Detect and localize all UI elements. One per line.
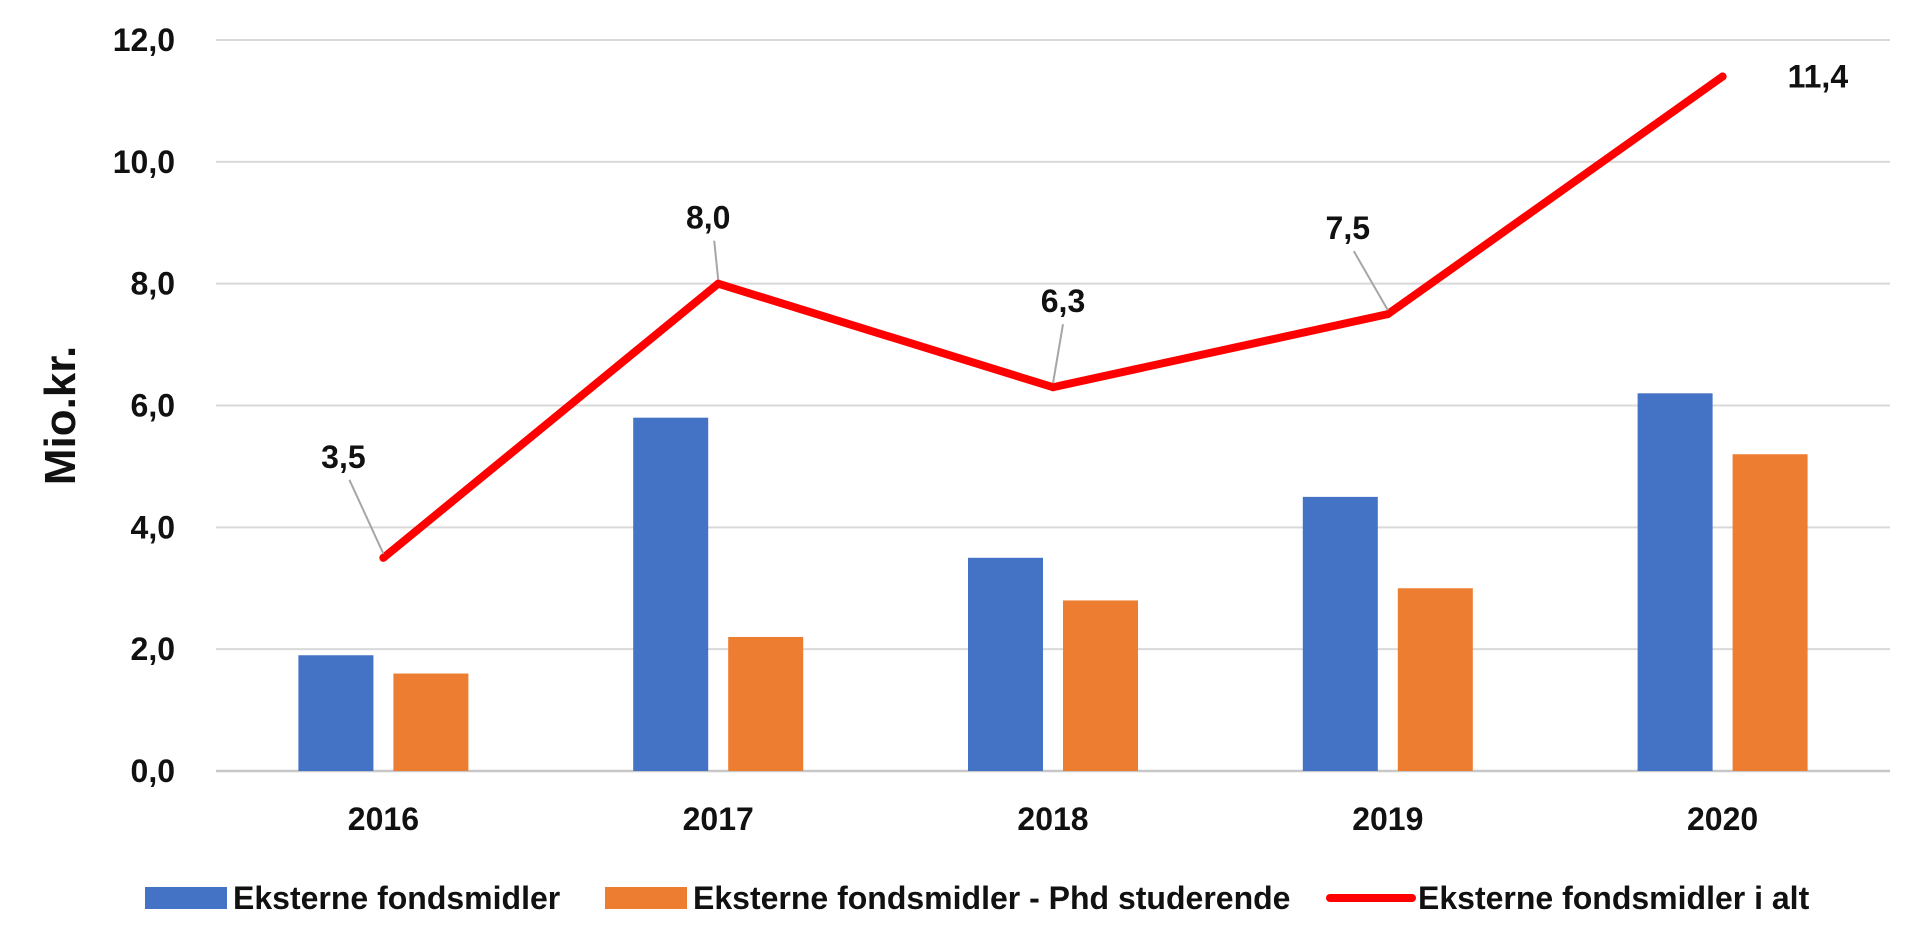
legend-label: Eksterne fondsmidler xyxy=(233,880,560,916)
y-tick-label: 0,0 xyxy=(131,753,175,789)
data-labels: 3,5 8,0 6,3 7,5 11,4 xyxy=(321,59,1849,555)
bar-eksterne-fondsmidler xyxy=(1302,496,1378,771)
y-tick-label: 8,0 xyxy=(131,266,175,302)
x-category-label: 2019 xyxy=(1352,801,1423,837)
total-line xyxy=(379,72,1727,562)
line-point xyxy=(379,553,388,562)
line-point xyxy=(1718,72,1727,81)
bar-phd-studerende xyxy=(1732,454,1808,771)
bars xyxy=(298,393,1808,771)
leader-line xyxy=(1352,250,1389,311)
y-tick-label: 6,0 xyxy=(131,388,175,424)
data-label: 8,0 xyxy=(686,200,730,236)
data-label: 7,5 xyxy=(1326,210,1370,246)
x-category-label: 2017 xyxy=(683,801,754,837)
legend-swatch xyxy=(145,887,227,909)
y-tick-label: 12,0 xyxy=(113,22,175,58)
bar-eksterne-fondsmidler xyxy=(633,417,709,771)
line-point xyxy=(1049,383,1057,392)
bar-phd-studerende xyxy=(1397,588,1473,771)
leader-line xyxy=(348,479,385,555)
legend-swatch xyxy=(605,887,687,909)
x-category-label: 2020 xyxy=(1687,801,1758,837)
line-point xyxy=(1383,310,1392,319)
x-axis-categories: 2016 2017 2018 2019 2020 xyxy=(348,801,1758,837)
y-axis-ticks: 0,0 2,0 4,0 6,0 8,0 10,0 12,0 xyxy=(113,22,175,789)
bar-phd-studerende xyxy=(728,636,804,771)
legend-label: Eksterne fondsmidler - Phd studerende xyxy=(693,880,1290,916)
bar-phd-studerende xyxy=(1063,600,1138,771)
x-category-label: 2016 xyxy=(348,801,419,837)
leader-line xyxy=(713,240,720,280)
legend-label: Eksterne fondsmidler i alt xyxy=(1418,880,1810,916)
data-label: 6,3 xyxy=(1041,283,1085,319)
bar-eksterne-fondsmidler xyxy=(968,557,1043,771)
data-label: 11,4 xyxy=(1788,59,1849,95)
y-tick-label: 2,0 xyxy=(131,631,175,667)
bar-phd-studerende xyxy=(393,673,469,771)
line-point xyxy=(714,279,723,288)
leader-line xyxy=(1052,324,1064,384)
bar-eksterne-fondsmidler xyxy=(1637,393,1713,771)
y-tick-label: 4,0 xyxy=(131,509,175,545)
gridlines xyxy=(216,39,1890,773)
y-tick-label: 10,0 xyxy=(113,144,175,180)
y-axis-label: Mio.kr. xyxy=(36,346,85,485)
x-category-label: 2018 xyxy=(1017,801,1088,837)
legend: Eksterne fondsmidler Eksterne fondsmidler… xyxy=(145,880,1810,916)
data-label: 3,5 xyxy=(321,439,365,475)
bar-eksterne-fondsmidler xyxy=(298,655,374,771)
